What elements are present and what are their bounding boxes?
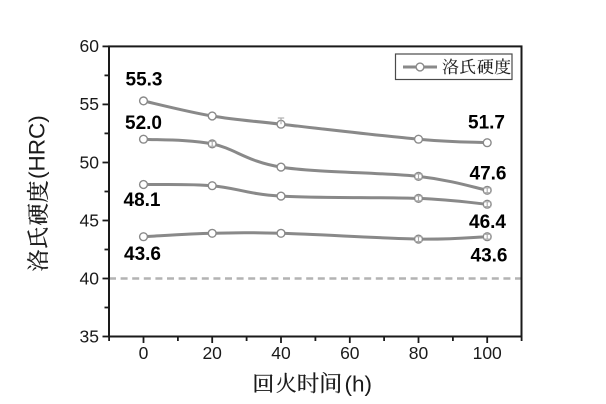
svg-text:40: 40	[271, 343, 291, 363]
svg-text:55: 55	[80, 94, 99, 114]
svg-text:55.3: 55.3	[126, 69, 163, 90]
svg-text:43.6: 43.6	[124, 244, 161, 265]
svg-text:100: 100	[473, 343, 502, 363]
svg-text:35: 35	[80, 326, 99, 346]
svg-text:60: 60	[340, 343, 360, 363]
svg-text:(HRC): (HRC)	[25, 115, 50, 179]
svg-text:52.0: 52.0	[125, 113, 162, 134]
svg-text:47.6: 47.6	[470, 164, 507, 185]
svg-text:46.4: 46.4	[469, 212, 506, 233]
svg-text:(h): (h)	[345, 372, 373, 397]
svg-text:0: 0	[139, 343, 149, 363]
svg-text:43.6: 43.6	[471, 246, 508, 267]
svg-text:60: 60	[80, 36, 100, 56]
svg-text:50: 50	[80, 152, 100, 172]
svg-text:45: 45	[80, 210, 99, 230]
svg-text:20: 20	[202, 343, 222, 363]
svg-text:40: 40	[80, 268, 100, 288]
svg-text:80: 80	[409, 343, 429, 363]
svg-text:51.7: 51.7	[468, 112, 505, 133]
svg-text:48.1: 48.1	[124, 190, 161, 211]
